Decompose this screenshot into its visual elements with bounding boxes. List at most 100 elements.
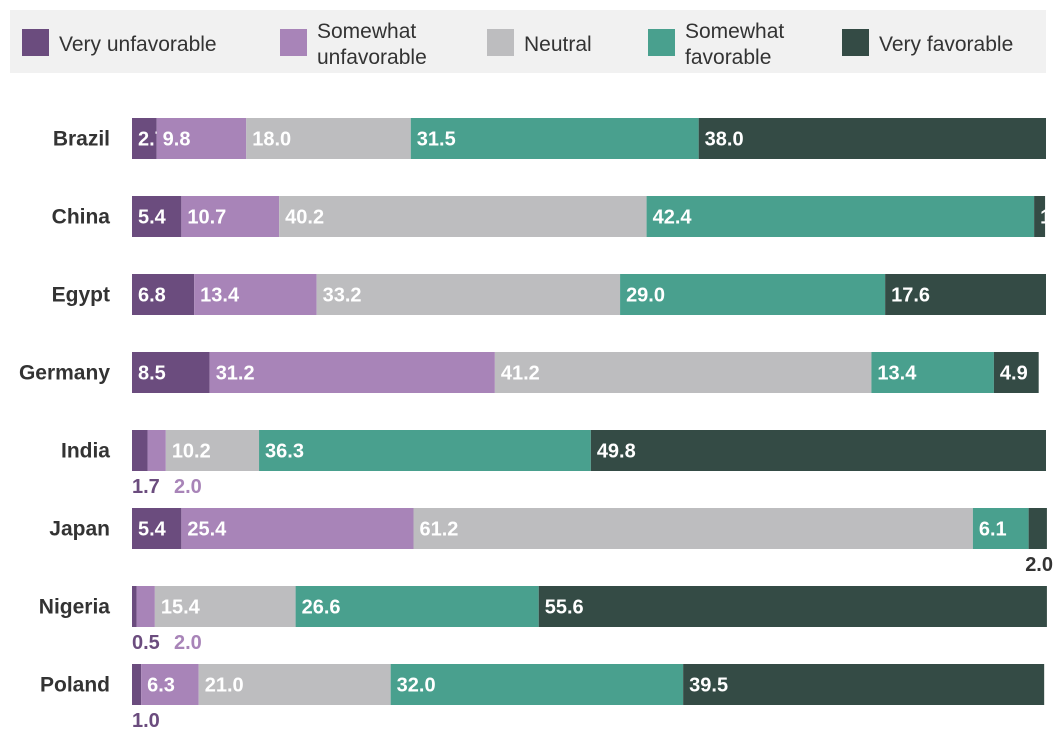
bar-segment-somewhat-favorable <box>390 664 684 705</box>
bar-segment-very-favorable <box>590 430 1046 471</box>
legend-item-neutral: Neutral <box>487 29 592 56</box>
data-label-somewhat-favorable: 31.5 <box>417 129 456 151</box>
bar-row-germany: Germany 8.5 31.2 41.2 13.4 4.9 <box>19 352 1039 393</box>
data-label-very-favorable: 2.0 <box>1025 554 1053 576</box>
bar-segment-very-favorable <box>683 664 1045 705</box>
data-label-somewhat-favorable: 32.0 <box>397 675 436 697</box>
legend: Very unfavorable Somewhat unfavorable Neutr… <box>22 20 1013 69</box>
data-label-very-unfavorable: 5.4 <box>138 519 167 541</box>
data-label-somewhat-unfavorable: 6.3 <box>147 675 175 697</box>
data-label-very-favorable: 1.2 <box>1040 207 1055 229</box>
legend-label: Very favorable <box>879 33 1013 56</box>
category-label: Japan <box>49 518 110 541</box>
data-label-very-favorable: 38.0 <box>705 129 744 151</box>
data-label-somewhat-unfavorable: 2.0 <box>174 476 202 498</box>
data-label-somewhat-favorable: 36.3 <box>265 441 304 463</box>
bar-segment-very-unfavorable <box>132 664 142 705</box>
data-label-somewhat-favorable: 29.0 <box>626 285 665 307</box>
bar-segment-very-unfavorable <box>132 274 195 315</box>
data-label-neutral: 21.0 <box>205 675 244 697</box>
bar-row-nigeria: Nigeria 0.5 2.0 15.4 26.6 55.6 <box>39 586 1047 654</box>
data-label-somewhat-favorable: 42.4 <box>653 207 693 229</box>
bar-segment-somewhat-favorable <box>295 586 539 627</box>
bar-segment-neutral <box>246 118 411 159</box>
data-label-very-unfavorable: 6.8 <box>138 285 166 307</box>
bar-row-china: China 5.4 10.7 40.2 42.4 1.2 <box>52 196 1055 237</box>
bar-segment-very-favorable <box>993 352 1039 393</box>
legend-label: Very unfavorable <box>59 33 217 56</box>
bar-segment-somewhat-favorable <box>259 430 591 471</box>
bar-segment-somewhat-unfavorable <box>181 196 280 237</box>
bar-row-egypt: Egypt 6.8 13.4 33.2 29.0 17.6 <box>52 274 1046 315</box>
data-label-neutral: 15.4 <box>161 597 201 619</box>
data-label-very-unfavorable: 8.5 <box>138 363 166 385</box>
bar-row-poland: Poland 1.0 6.3 21.0 32.0 39.5 <box>40 664 1045 729</box>
legend-swatch-very-unfavorable <box>22 29 49 56</box>
bar-segment-very-unfavorable <box>132 508 182 549</box>
category-label: India <box>61 440 110 463</box>
bar-segment-neutral <box>413 508 973 549</box>
data-label-somewhat-favorable: 6.1 <box>979 519 1007 541</box>
bar-segment-neutral <box>198 664 391 705</box>
bar-segment-very-unfavorable <box>132 430 148 471</box>
legend-item-very-favorable: Very favorable <box>842 29 1013 56</box>
legend-label: favorable <box>685 46 771 69</box>
legend-item-very-unfavorable: Very unfavorable <box>22 29 217 56</box>
data-label-neutral: 18.0 <box>252 129 291 151</box>
legend-label: Neutral <box>524 33 592 56</box>
data-label-very-favorable: 39.5 <box>689 675 728 697</box>
bar-segment-very-favorable <box>698 118 1046 159</box>
category-label: Nigeria <box>39 596 111 619</box>
data-label-very-favorable: 55.6 <box>545 597 584 619</box>
data-label-very-favorable: 4.9 <box>1000 363 1028 385</box>
data-label-very-unfavorable: 1.0 <box>132 710 160 729</box>
bar-segment-somewhat-unfavorable <box>147 430 166 471</box>
data-label-somewhat-unfavorable: 13.4 <box>200 285 240 307</box>
data-label-very-unfavorable: 1.7 <box>132 476 160 498</box>
data-label-somewhat-unfavorable: 25.4 <box>187 519 227 541</box>
category-label: Brazil <box>53 128 110 151</box>
bar-segment-very-unfavorable <box>132 118 157 159</box>
data-label-somewhat-favorable: 26.6 <box>302 597 341 619</box>
bar-segment-somewhat-favorable <box>972 508 1029 549</box>
legend-swatch-neutral <box>487 29 514 56</box>
bar-segment-very-favorable <box>1034 196 1046 237</box>
legend-label: Somewhat <box>685 20 784 43</box>
data-label-somewhat-unfavorable: 10.7 <box>187 207 226 229</box>
category-label: Egypt <box>52 284 110 307</box>
bar-segment-somewhat-favorable <box>620 274 886 315</box>
data-label-neutral: 61.2 <box>420 519 459 541</box>
bar-segment-somewhat-favorable <box>646 196 1035 237</box>
data-label-neutral: 10.2 <box>172 441 211 463</box>
bar-segment-somewhat-unfavorable <box>209 352 495 393</box>
legend-swatch-very-favorable <box>842 29 869 56</box>
bar-row-japan: Japan 5.4 25.4 61.2 6.1 2.0 <box>49 508 1053 576</box>
bar-row-brazil: Brazil 2.79.8 18.0 31.5 38.0 <box>53 118 1046 159</box>
category-label: China <box>52 206 111 229</box>
bar-segment-somewhat-favorable <box>410 118 699 159</box>
data-label-somewhat-unfavorable: 2.0 <box>174 632 202 654</box>
data-label-neutral: 40.2 <box>285 207 324 229</box>
data-label-very-favorable: 49.8 <box>597 441 636 463</box>
data-label-very-unfavorable: 5.4 <box>138 207 167 229</box>
bar-segment-very-unfavorable <box>132 352 210 393</box>
bar-segment-very-unfavorable <box>132 196 182 237</box>
legend-swatch-somewhat-unfavorable <box>280 29 307 56</box>
bar-segment-neutral <box>494 352 872 393</box>
bar-segment-very-favorable <box>1028 508 1047 549</box>
legend-label: Somewhat <box>317 20 416 43</box>
bar-segment-somewhat-unfavorable <box>156 118 247 159</box>
bar-segment-somewhat-unfavorable <box>136 586 155 627</box>
bar-segment-somewhat-unfavorable <box>181 508 414 549</box>
data-label-somewhat-unfavorable: 31.2 <box>216 363 255 385</box>
bar-segment-neutral <box>154 586 296 627</box>
legend-item-somewhat-favorable: Somewhat favorable <box>648 20 784 69</box>
legend-item-somewhat-unfavorable: Somewhat unfavorable <box>280 20 427 69</box>
data-label-somewhat-favorable: 13.4 <box>877 363 917 385</box>
category-label: Poland <box>40 674 110 697</box>
bar-segment-neutral <box>316 274 621 315</box>
data-label-very-unfavorable: 0.5 <box>132 632 160 654</box>
data-label-neutral: 33.2 <box>323 285 362 307</box>
bar-segment-somewhat-unfavorable <box>141 664 199 705</box>
